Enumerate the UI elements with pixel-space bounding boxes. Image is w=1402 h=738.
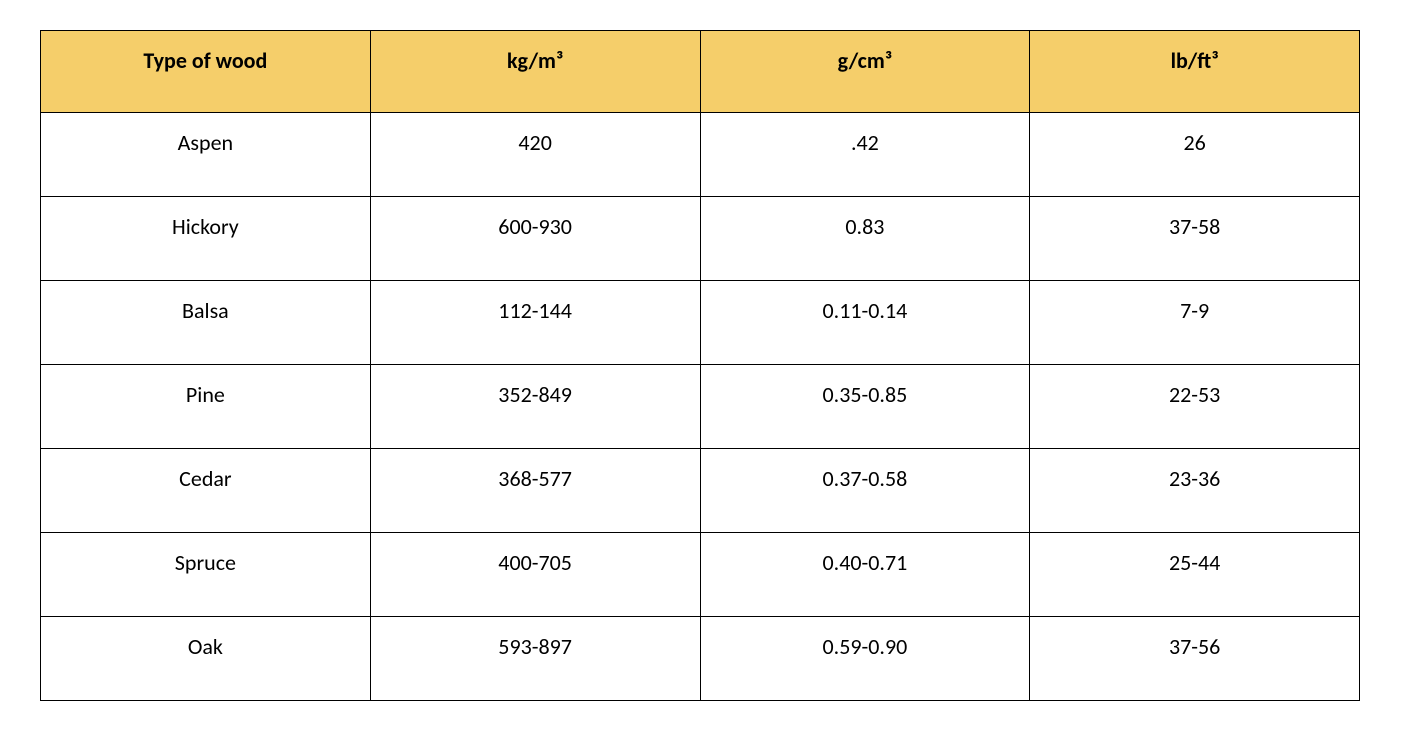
cell-lbft3: 22-53 <box>1030 365 1360 449</box>
table-row: Spruce 400-705 0.40-0.71 25-44 <box>41 533 1360 617</box>
cell-lbft3: 26 <box>1030 113 1360 197</box>
cell-gcm3: 0.83 <box>700 197 1030 281</box>
cell-lbft3: 37-56 <box>1030 617 1360 701</box>
cell-gcm3: 0.11-0.14 <box>700 281 1030 365</box>
table-row: Oak 593-897 0.59-0.90 37-56 <box>41 617 1360 701</box>
cell-gcm3: 0.40-0.71 <box>700 533 1030 617</box>
cell-kgm3: 112-144 <box>370 281 700 365</box>
cell-wood-type: Balsa <box>41 281 371 365</box>
table-row: Cedar 368-577 0.37-0.58 23-36 <box>41 449 1360 533</box>
column-header-type: Type of wood <box>41 31 371 113</box>
table-row: Hickory 600-930 0.83 37-58 <box>41 197 1360 281</box>
cell-wood-type: Spruce <box>41 533 371 617</box>
cell-gcm3: 0.37-0.58 <box>700 449 1030 533</box>
cell-lbft3: 7-9 <box>1030 281 1360 365</box>
cell-wood-type: Pine <box>41 365 371 449</box>
table-row: Balsa 112-144 0.11-0.14 7-9 <box>41 281 1360 365</box>
cell-lbft3: 25-44 <box>1030 533 1360 617</box>
cell-wood-type: Oak <box>41 617 371 701</box>
cell-kgm3: 420 <box>370 113 700 197</box>
cell-wood-type: Hickory <box>41 197 371 281</box>
table-header-row: Type of wood kg/m³ g/cm³ lb/ft³ <box>41 31 1360 113</box>
cell-wood-type: Cedar <box>41 449 371 533</box>
column-header-lbft3: lb/ft³ <box>1030 31 1360 113</box>
table-row: Aspen 420 .42 26 <box>41 113 1360 197</box>
column-header-kgm3: kg/m³ <box>370 31 700 113</box>
cell-gcm3: 0.35-0.85 <box>700 365 1030 449</box>
cell-lbft3: 23-36 <box>1030 449 1360 533</box>
cell-gcm3: .42 <box>700 113 1030 197</box>
wood-density-table: Type of wood kg/m³ g/cm³ lb/ft³ Aspen 42… <box>40 30 1360 701</box>
cell-kgm3: 400-705 <box>370 533 700 617</box>
cell-kgm3: 600-930 <box>370 197 700 281</box>
cell-kgm3: 368-577 <box>370 449 700 533</box>
cell-wood-type: Aspen <box>41 113 371 197</box>
cell-kgm3: 352-849 <box>370 365 700 449</box>
table-body: Aspen 420 .42 26 Hickory 600-930 0.83 37… <box>41 113 1360 701</box>
cell-lbft3: 37-58 <box>1030 197 1360 281</box>
column-header-gcm3: g/cm³ <box>700 31 1030 113</box>
cell-gcm3: 0.59-0.90 <box>700 617 1030 701</box>
table-row: Pine 352-849 0.35-0.85 22-53 <box>41 365 1360 449</box>
cell-kgm3: 593-897 <box>370 617 700 701</box>
